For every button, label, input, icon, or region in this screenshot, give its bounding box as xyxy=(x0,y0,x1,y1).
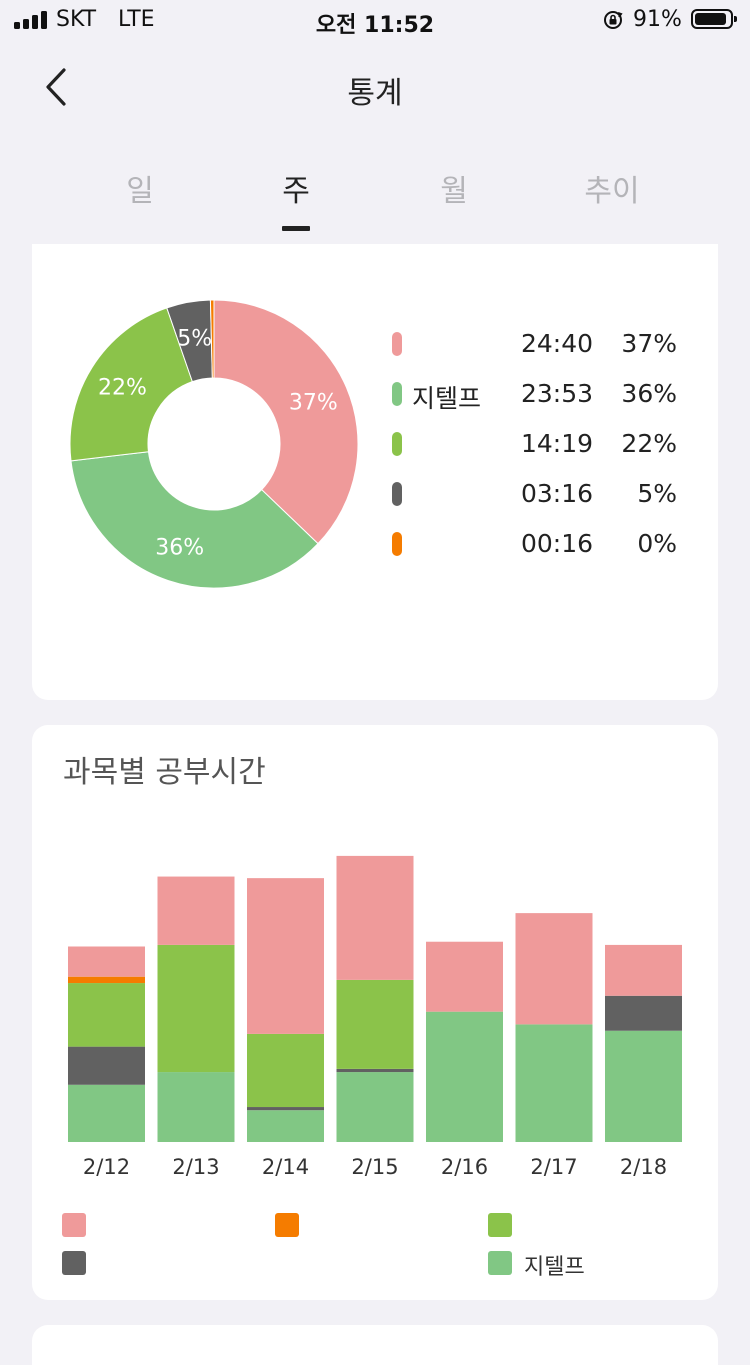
legend-swatch xyxy=(62,1213,86,1237)
clock: 오전 11:52 xyxy=(315,13,435,38)
donut-chart: 37% 36% 22% 5% xyxy=(69,299,359,589)
subject-percentage: 22% xyxy=(621,429,677,458)
subject-color-dot xyxy=(392,482,402,506)
x-tick-label: 2/14 xyxy=(262,1155,309,1179)
x-tick-label: 2/17 xyxy=(530,1155,577,1179)
legend-swatch xyxy=(488,1251,512,1275)
network-label: LTE xyxy=(118,7,155,32)
x-tick-label: 2/12 xyxy=(83,1155,130,1179)
carrier-label: SKT xyxy=(56,7,97,32)
subject-color-dot xyxy=(392,332,402,356)
legend-swatch xyxy=(275,1213,299,1237)
subject-percentage: 0% xyxy=(637,529,677,558)
bar-segment[interactable] xyxy=(426,1011,503,1142)
donut-slice xyxy=(70,451,319,589)
donut-slice-label: 22% xyxy=(98,376,147,401)
bar-segment[interactable] xyxy=(68,1046,145,1085)
bar-segment[interactable] xyxy=(157,876,235,945)
tab-month[interactable]: 월 xyxy=(440,174,468,209)
bar-segment[interactable] xyxy=(336,979,414,1069)
x-tick-label: 2/16 xyxy=(441,1155,488,1179)
bar-segment[interactable] xyxy=(605,995,682,1031)
bar-segment[interactable] xyxy=(247,1107,324,1111)
page-title: 통계 xyxy=(347,76,403,111)
tab-day[interactable]: 일 xyxy=(126,174,154,209)
subject-color-dot xyxy=(392,432,402,456)
nav-bar: 통계 xyxy=(0,48,750,128)
bar-segment[interactable] xyxy=(247,1033,324,1108)
summary-legend-row[interactable]: 24:40 37% xyxy=(388,324,688,364)
x-tick-label: 2/15 xyxy=(351,1155,398,1179)
bar-segment[interactable] xyxy=(68,946,145,977)
subject-time-card: 과목별 공부시간 2/12 2/13 2/14 2/15 2/16 2/17 2/18 지텔… xyxy=(32,725,718,1300)
subject-percentage: 36% xyxy=(621,379,677,408)
summary-legend-row[interactable]: 03:16 5% xyxy=(388,474,688,514)
summary-legend-row[interactable]: 00:16 0% xyxy=(388,524,688,564)
period-tabs: 일 주 월 추이 xyxy=(0,158,750,238)
subject-time: 14:19 xyxy=(520,429,593,458)
rotation-lock-icon xyxy=(604,11,623,29)
legend-swatch xyxy=(488,1213,512,1237)
tab-trend[interactable]: 추이 xyxy=(584,174,640,209)
bar-segment[interactable] xyxy=(515,1024,593,1142)
subject-time: 00:16 xyxy=(520,529,593,558)
bar-segment[interactable] xyxy=(336,855,414,980)
bar-segment[interactable] xyxy=(605,1030,682,1142)
x-tick-label: 2/18 xyxy=(620,1155,667,1179)
subject-color-dot xyxy=(392,382,402,406)
donut-slice-label: 5% xyxy=(177,327,212,352)
subject-time: 24:40 xyxy=(520,329,593,358)
subject-name: 지텔프 xyxy=(412,384,482,413)
donut-slice-label: 36% xyxy=(155,535,204,560)
bar-segment[interactable] xyxy=(247,1110,324,1142)
bar-segment[interactable] xyxy=(68,1084,145,1142)
donut-slice-label: 37% xyxy=(289,391,338,416)
next-card xyxy=(32,1325,718,1365)
tab-week[interactable]: 주 xyxy=(282,174,310,209)
status-bar: SKT LTE 오전 11:52 91% xyxy=(0,0,750,40)
chevron-left-icon xyxy=(46,68,66,106)
summary-card: 37% 36% 22% 5% 24:40 37% 지텔프 23:53 36% 14:19 22% 0… xyxy=(32,244,718,700)
bar-segment[interactable] xyxy=(68,976,145,984)
donut-slice xyxy=(213,299,359,545)
legend-swatch xyxy=(62,1251,86,1275)
battery-icon xyxy=(691,9,737,29)
summary-legend-row[interactable]: 14:19 22% xyxy=(388,424,688,464)
active-tab-indicator xyxy=(282,226,310,231)
chart-title: 과목별 공부시간 xyxy=(63,755,266,790)
bar-segment[interactable] xyxy=(336,1068,414,1073)
donut-slice xyxy=(209,299,215,379)
bar-segment[interactable] xyxy=(68,983,145,1047)
bar-segment[interactable] xyxy=(426,941,503,1012)
subject-time: 23:53 xyxy=(520,379,593,408)
signal-icon xyxy=(14,11,48,29)
subject-percentage: 37% xyxy=(621,329,677,358)
bar-segment[interactable] xyxy=(336,1072,414,1142)
summary-legend-row[interactable]: 지텔프 23:53 36% xyxy=(388,374,688,414)
legend-label: 지텔프 xyxy=(524,1255,585,1280)
bar-segment[interactable] xyxy=(157,1072,235,1142)
battery-percentage: 91% xyxy=(633,7,682,32)
bar-segment[interactable] xyxy=(247,878,324,1034)
bar-segment[interactable] xyxy=(157,944,235,1073)
bar-segment[interactable] xyxy=(605,944,682,996)
x-tick-label: 2/13 xyxy=(172,1155,219,1179)
subject-percentage: 5% xyxy=(637,479,677,508)
subject-color-dot xyxy=(392,532,402,556)
back-button[interactable] xyxy=(36,64,84,112)
bar-segment[interactable] xyxy=(515,913,593,1025)
stacked-bar-chart: 2/12 2/13 2/14 2/15 2/16 2/17 2/18 xyxy=(68,855,682,1179)
donut-slice xyxy=(69,307,194,462)
subject-time: 03:16 xyxy=(520,479,593,508)
